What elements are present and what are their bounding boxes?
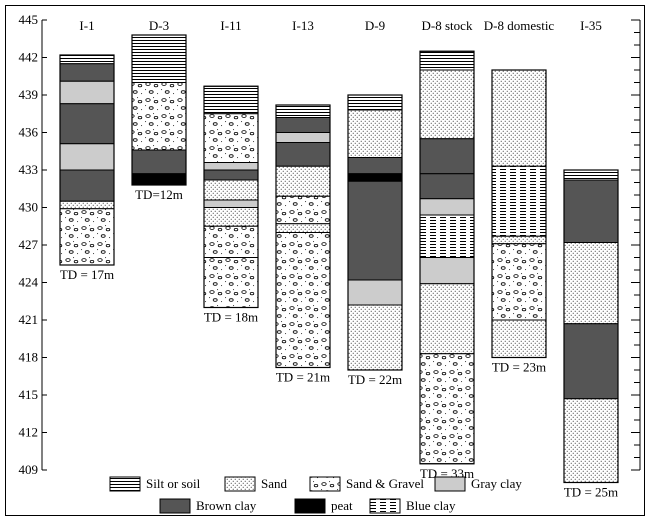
lith-layer-sand_gravel	[276, 233, 330, 368]
y-tick-label: 430	[19, 200, 39, 215]
lith-layer-gray_clay	[420, 199, 474, 215]
lith-layer-sand_gravel	[204, 226, 258, 257]
lith-layer-sand	[204, 180, 258, 200]
lith-layer-brown_clay	[60, 64, 114, 82]
column-label: D-8 domestic	[484, 18, 555, 33]
y-tick-label: 418	[19, 350, 39, 365]
legend-label-sand: Sand	[261, 476, 288, 491]
lith-layer-silt	[132, 35, 186, 83]
lith-layer-brown_clay	[420, 139, 474, 174]
column-label: D-8 stock	[422, 18, 473, 33]
lith-layer-sand	[492, 320, 546, 358]
legend-swatch-brown_clay	[160, 499, 190, 513]
lith-layer-silt	[420, 51, 474, 70]
legend-swatch-peat	[295, 499, 325, 513]
lith-layer-gray_clay	[420, 258, 474, 284]
lith-layer-sand	[348, 305, 402, 370]
legend-swatch-sand_gravel	[310, 477, 340, 491]
lith-layer-sand	[492, 236, 546, 244]
lith-layer-silt	[276, 105, 330, 118]
y-tick-label: 445	[19, 12, 39, 27]
lith-layer-brown_clay	[132, 150, 186, 174]
y-tick-label: 439	[19, 87, 39, 102]
lith-layer-brown_clay	[564, 180, 618, 243]
y-tick-label: 421	[19, 312, 39, 327]
column-label: I-11	[220, 18, 241, 33]
lith-layer-silt	[204, 86, 258, 114]
chart-svg: 445 442 439 436 433 430 427 424 421 418 415 412 409 I…	[0, 0, 650, 521]
lith-layer-sand	[492, 70, 546, 166]
lith-layer-peat	[132, 174, 186, 185]
lith-layer-sand	[276, 224, 330, 233]
lith-layer-brown_clay	[348, 158, 402, 174]
lith-layer-peat	[348, 174, 402, 182]
lith-layer-gray_clay	[276, 133, 330, 143]
legend-swatch-blue_clay	[370, 499, 400, 513]
legend-label-silt: Silt or soil	[146, 476, 201, 491]
lith-layer-sand_gravel	[420, 354, 474, 464]
lith-layer-gray_clay	[204, 200, 258, 208]
y-tick-label: 412	[19, 425, 39, 440]
lith-layer-blue_clay	[492, 166, 546, 236]
lith-layer-sand	[564, 243, 618, 324]
y-tick-label: 424	[19, 275, 39, 290]
td-label: TD = 23m	[492, 360, 546, 375]
lith-layer-sand_gravel	[276, 196, 330, 224]
legend-swatch-gray_clay	[435, 477, 465, 491]
lith-layer-sand_gravel	[132, 83, 186, 151]
lith-layer-sand_gravel	[60, 209, 114, 265]
lith-layer-gray_clay	[348, 280, 402, 305]
lith-layer-sand_gravel	[492, 244, 546, 320]
lith-layer-silt	[564, 170, 618, 180]
td-label: TD=12m	[135, 187, 183, 202]
lith-layer-brown_clay	[348, 181, 402, 280]
legend-label-peat: peat	[331, 498, 353, 513]
lith-layer-gray_clay	[204, 163, 258, 171]
column-label: D-9	[365, 18, 385, 33]
lith-layer-brown_clay	[60, 170, 114, 201]
td-label: TD = 18m	[204, 310, 258, 325]
lith-layer-brown_clay	[60, 104, 114, 144]
lith-layer-sand	[420, 70, 474, 139]
legend-label-sand_gravel: Sand & Gravel	[346, 476, 424, 491]
lith-layer-sand_gravel	[204, 114, 258, 163]
td-label: TD = 22m	[348, 372, 402, 387]
lith-layer-sand	[204, 208, 258, 227]
column-label: I-13	[292, 18, 314, 33]
lith-layer-brown_clay	[420, 174, 474, 199]
y-tick-label: 415	[19, 387, 39, 402]
lith-layer-silt	[60, 55, 114, 64]
column-label: I-35	[580, 18, 602, 33]
y-tick-label: 436	[19, 125, 39, 140]
td-label: TD = 17m	[60, 267, 114, 282]
td-label: TD = 25m	[564, 485, 618, 500]
lith-layer-sand	[60, 201, 114, 209]
y-tick-label: 427	[19, 237, 39, 252]
lith-layer-brown_clay	[204, 170, 258, 180]
lith-layer-gray_clay	[60, 81, 114, 104]
lith-layer-brown_clay	[564, 324, 618, 399]
lith-layer-blue_clay	[420, 215, 474, 258]
lith-layer-sand	[564, 399, 618, 483]
lith-layer-sand_gravel	[204, 258, 258, 308]
y-tick-label: 409	[19, 462, 39, 477]
legend-label-gray_clay: Gray clay	[471, 476, 522, 491]
legend-label-brown_clay: Brown clay	[196, 498, 257, 513]
lith-layer-gray_clay	[60, 144, 114, 170]
lith-layer-sand	[348, 110, 402, 158]
legend-swatch-sand	[225, 477, 255, 491]
lith-layer-brown_clay	[276, 118, 330, 133]
lith-layer-silt	[348, 95, 402, 110]
lith-layer-sand	[276, 166, 330, 196]
column-label: I-1	[79, 18, 94, 33]
legend-swatch-silt	[110, 477, 140, 491]
lith-layer-brown_clay	[276, 143, 330, 167]
y-tick-label: 433	[19, 162, 39, 177]
lithology-chart: 445 442 439 436 433 430 427 424 421 418 415 412 409 I…	[0, 0, 650, 521]
td-label: TD = 21m	[276, 370, 330, 385]
y-tick-label: 442	[19, 50, 39, 65]
column-label: D-3	[149, 18, 169, 33]
lith-layer-sand	[420, 284, 474, 354]
legend-label-blue_clay: Blue clay	[406, 498, 456, 513]
